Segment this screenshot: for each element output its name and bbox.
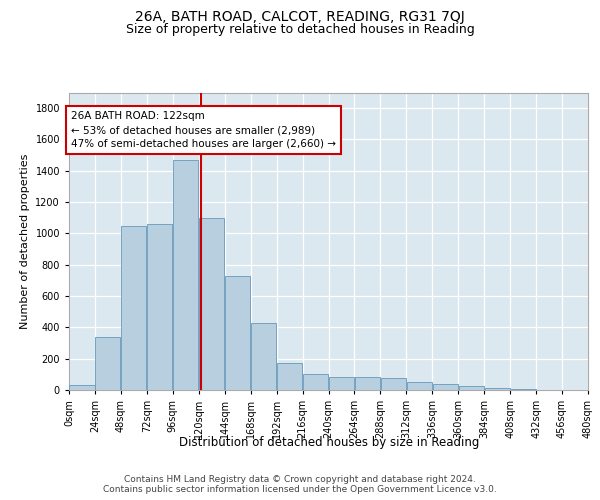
Bar	[329, 376, 354, 390]
Bar	[173, 160, 199, 390]
Bar	[485, 388, 510, 390]
Text: Distribution of detached houses by size in Reading: Distribution of detached houses by size …	[179, 436, 479, 449]
Bar	[355, 378, 380, 390]
Text: Contains HM Land Registry data © Crown copyright and database right 2024.: Contains HM Land Registry data © Crown c…	[124, 474, 476, 484]
Bar	[511, 389, 536, 390]
Bar	[433, 384, 458, 390]
Bar	[147, 224, 172, 390]
Bar	[251, 322, 276, 390]
Bar	[70, 386, 95, 390]
Text: 26A BATH ROAD: 122sqm
← 53% of detached houses are smaller (2,989)
47% of semi-d: 26A BATH ROAD: 122sqm ← 53% of detached …	[71, 112, 336, 150]
Bar	[95, 337, 121, 390]
Bar	[199, 218, 224, 390]
Text: Contains public sector information licensed under the Open Government Licence v3: Contains public sector information licen…	[103, 484, 497, 494]
Bar	[121, 226, 146, 390]
Bar	[303, 374, 328, 390]
Text: Size of property relative to detached houses in Reading: Size of property relative to detached ho…	[125, 22, 475, 36]
Y-axis label: Number of detached properties: Number of detached properties	[20, 154, 30, 329]
Bar	[381, 378, 406, 390]
Bar	[407, 382, 432, 390]
Bar	[458, 386, 484, 390]
Bar	[225, 276, 250, 390]
Bar	[277, 364, 302, 390]
Text: 26A, BATH ROAD, CALCOT, READING, RG31 7QJ: 26A, BATH ROAD, CALCOT, READING, RG31 7Q…	[135, 10, 465, 24]
